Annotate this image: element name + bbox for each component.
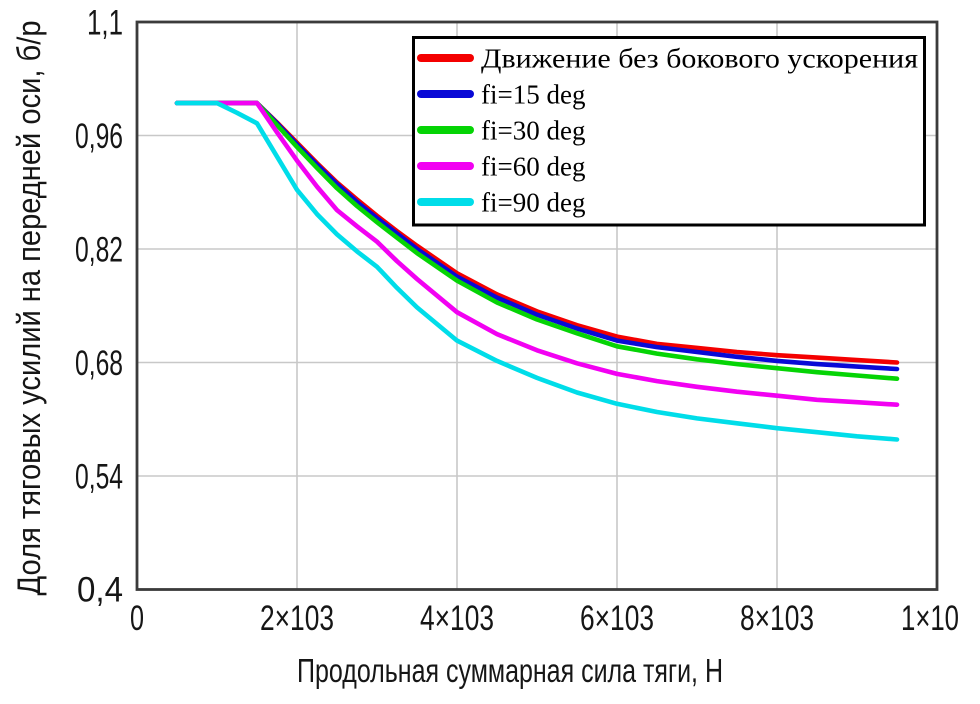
- legend-label: fi=60 deg: [481, 152, 585, 182]
- series-line-fi-90: [174, 100, 900, 442]
- legend-entry: Движение без бокового ускорения: [417, 44, 918, 74]
- y-tick-label: 0,82: [75, 231, 123, 270]
- legend-label: fi=15 deg: [481, 80, 585, 110]
- x-axis-title: Продольная суммарная сила тяги, Н: [297, 652, 723, 689]
- legend-entry: fi=15 deg: [417, 80, 585, 110]
- y-axis-title: Доля тяговых усилий на передней оси, б/р: [11, 21, 47, 596]
- x-tick-label: 6×103: [580, 599, 654, 638]
- x-tick-label: 0: [130, 599, 144, 638]
- y-tick-label: 0,68: [75, 344, 123, 383]
- x-tick-label: 4×103: [420, 599, 494, 638]
- y-axis-ticks: 1,1 0,96 0,82 0,68 0,54 0,4: [75, 4, 123, 610]
- plot-frame: [135, 20, 939, 591]
- y-tick-label: 0,4: [77, 571, 123, 610]
- x-tick-label: 2×103: [260, 599, 334, 638]
- series-line-fi-30: [174, 100, 900, 382]
- legend-box: [412, 36, 926, 227]
- legend-label: fi=90 deg: [481, 188, 585, 218]
- legend-entry: fi=90 deg: [417, 188, 585, 218]
- legend-entry: fi=60 deg: [417, 152, 585, 182]
- y-tick-label: 1,1: [87, 4, 123, 43]
- legend-label: fi=30 deg: [481, 116, 585, 146]
- legend: Движение без бокового ускорения fi=15 de…: [412, 36, 926, 227]
- x-tick-label: 8×103: [740, 599, 814, 638]
- legend-entry: fi=30 deg: [417, 116, 585, 146]
- series-lines: [174, 100, 900, 442]
- series-line-fi-60: [174, 100, 900, 408]
- y-tick-label: 0,54: [75, 458, 123, 497]
- y-tick-label: 0,96: [75, 117, 123, 156]
- legend-label: Движение без бокового ускорения: [481, 44, 918, 74]
- x-axis-ticks: 0 2×103 4×103 6×103 8×103 1×10: [130, 599, 959, 638]
- x-tick-label: 1×10: [901, 599, 959, 638]
